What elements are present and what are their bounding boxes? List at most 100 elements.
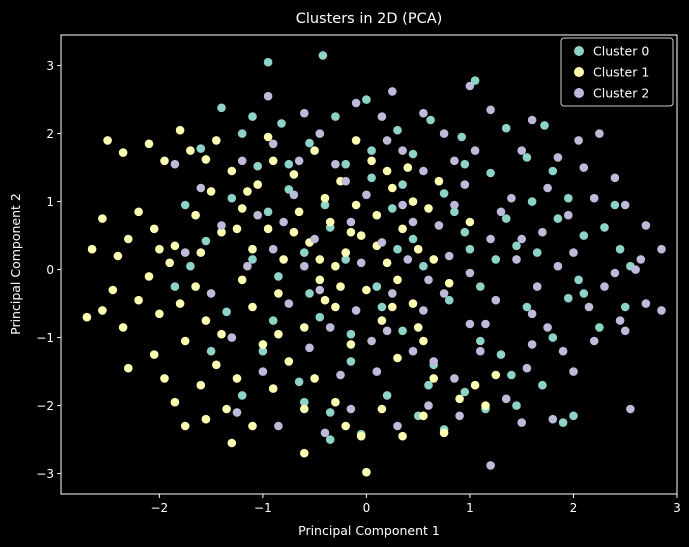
point-cluster-1 xyxy=(263,224,273,234)
point-cluster-1 xyxy=(227,438,237,448)
point-cluster-0 xyxy=(460,159,470,169)
point-cluster-2 xyxy=(346,404,356,414)
point-cluster-0 xyxy=(491,255,501,264)
point-cluster-1 xyxy=(300,448,309,458)
point-cluster-0 xyxy=(258,346,268,356)
point-cluster-0 xyxy=(501,123,511,133)
plot-frame xyxy=(60,34,678,495)
point-cluster-0 xyxy=(424,380,433,390)
point-cluster-1 xyxy=(393,353,402,363)
point-cluster-2 xyxy=(336,370,345,380)
point-cluster-0 xyxy=(341,255,351,264)
point-cluster-1 xyxy=(232,224,242,234)
point-cluster-2 xyxy=(610,173,620,183)
point-cluster-2 xyxy=(553,261,563,271)
point-cluster-2 xyxy=(310,234,319,244)
point-cluster-2 xyxy=(574,136,583,145)
point-cluster-1 xyxy=(398,431,407,441)
point-cluster-0 xyxy=(263,57,273,67)
point-cluster-0 xyxy=(450,207,459,217)
point-cluster-0 xyxy=(318,51,328,60)
point-cluster-2 xyxy=(263,91,273,101)
point-cluster-1 xyxy=(439,428,449,438)
point-cluster-1 xyxy=(237,204,247,213)
point-cluster-1 xyxy=(356,431,366,441)
point-cluster-0 xyxy=(170,282,180,291)
point-cluster-2 xyxy=(631,265,640,274)
point-cluster-1 xyxy=(434,176,444,186)
point-cluster-1 xyxy=(351,136,361,145)
point-cluster-2 xyxy=(615,316,625,325)
point-cluster-1 xyxy=(429,374,439,383)
point-cluster-2 xyxy=(393,421,402,431)
point-cluster-1 xyxy=(124,363,133,373)
point-cluster-0 xyxy=(457,132,467,142)
legend-label-cluster-2: Cluster 2 xyxy=(593,86,649,101)
point-cluster-1 xyxy=(113,251,123,261)
point-cluster-1 xyxy=(403,163,413,172)
point-cluster-0 xyxy=(284,185,294,194)
point-cluster-1 xyxy=(268,384,278,393)
point-cluster-2 xyxy=(543,323,552,332)
point-cluster-0 xyxy=(201,236,211,246)
point-cluster-0 xyxy=(377,302,387,312)
point-cluster-2 xyxy=(444,251,454,261)
point-cluster-2 xyxy=(388,87,397,96)
point-cluster-2 xyxy=(300,108,309,118)
point-cluster-1 xyxy=(82,312,92,322)
point-cluster-1 xyxy=(465,217,475,227)
point-cluster-1 xyxy=(217,329,226,339)
point-cluster-0 xyxy=(196,144,206,153)
point-cluster-1 xyxy=(180,336,190,346)
point-cluster-2 xyxy=(232,408,242,417)
point-cluster-1 xyxy=(300,323,309,332)
point-cluster-1 xyxy=(331,397,340,407)
point-cluster-0 xyxy=(610,200,620,210)
point-cluster-1 xyxy=(491,370,501,380)
point-cluster-2 xyxy=(320,428,330,438)
legend-marker-cluster-2 xyxy=(574,88,584,98)
point-cluster-1 xyxy=(155,309,164,319)
point-cluster-0 xyxy=(439,189,449,198)
point-cluster-0 xyxy=(320,200,330,210)
point-cluster-1 xyxy=(232,374,242,383)
point-cluster-1 xyxy=(289,227,299,237)
point-cluster-2 xyxy=(460,180,470,189)
point-cluster-0 xyxy=(564,293,573,303)
point-cluster-1 xyxy=(289,170,299,179)
point-cluster-1 xyxy=(372,210,382,220)
point-cluster-1 xyxy=(419,336,428,346)
point-cluster-2 xyxy=(626,404,635,414)
point-cluster-2 xyxy=(305,343,314,353)
point-cluster-0 xyxy=(341,159,351,169)
point-cluster-2 xyxy=(610,268,620,278)
point-cluster-0 xyxy=(237,391,247,400)
point-cluster-1 xyxy=(331,302,340,312)
point-cluster-1 xyxy=(222,404,231,414)
point-cluster-2 xyxy=(237,156,247,166)
point-cluster-2 xyxy=(268,244,278,254)
point-cluster-2 xyxy=(403,255,413,264)
point-cluster-2 xyxy=(620,200,630,210)
legend-box xyxy=(560,37,674,107)
y-tick-label: −2 xyxy=(36,399,54,413)
point-cluster-0 xyxy=(569,411,578,421)
point-cluster-1 xyxy=(356,231,366,240)
point-cluster-2 xyxy=(274,421,283,431)
point-cluster-2 xyxy=(331,159,340,169)
point-cluster-2 xyxy=(227,333,237,342)
y-tick-label: 3 xyxy=(46,59,54,73)
point-cluster-2 xyxy=(532,282,542,291)
point-cluster-1 xyxy=(175,125,185,135)
point-cluster-2 xyxy=(486,461,495,470)
point-cluster-2 xyxy=(419,306,428,315)
point-cluster-0 xyxy=(393,244,402,254)
point-cluster-2 xyxy=(595,129,604,138)
point-cluster-0 xyxy=(465,244,475,254)
point-cluster-2 xyxy=(450,374,459,383)
point-cluster-2 xyxy=(362,190,371,200)
point-cluster-1 xyxy=(367,156,376,166)
point-cluster-0 xyxy=(595,323,604,332)
point-cluster-2 xyxy=(512,255,521,264)
